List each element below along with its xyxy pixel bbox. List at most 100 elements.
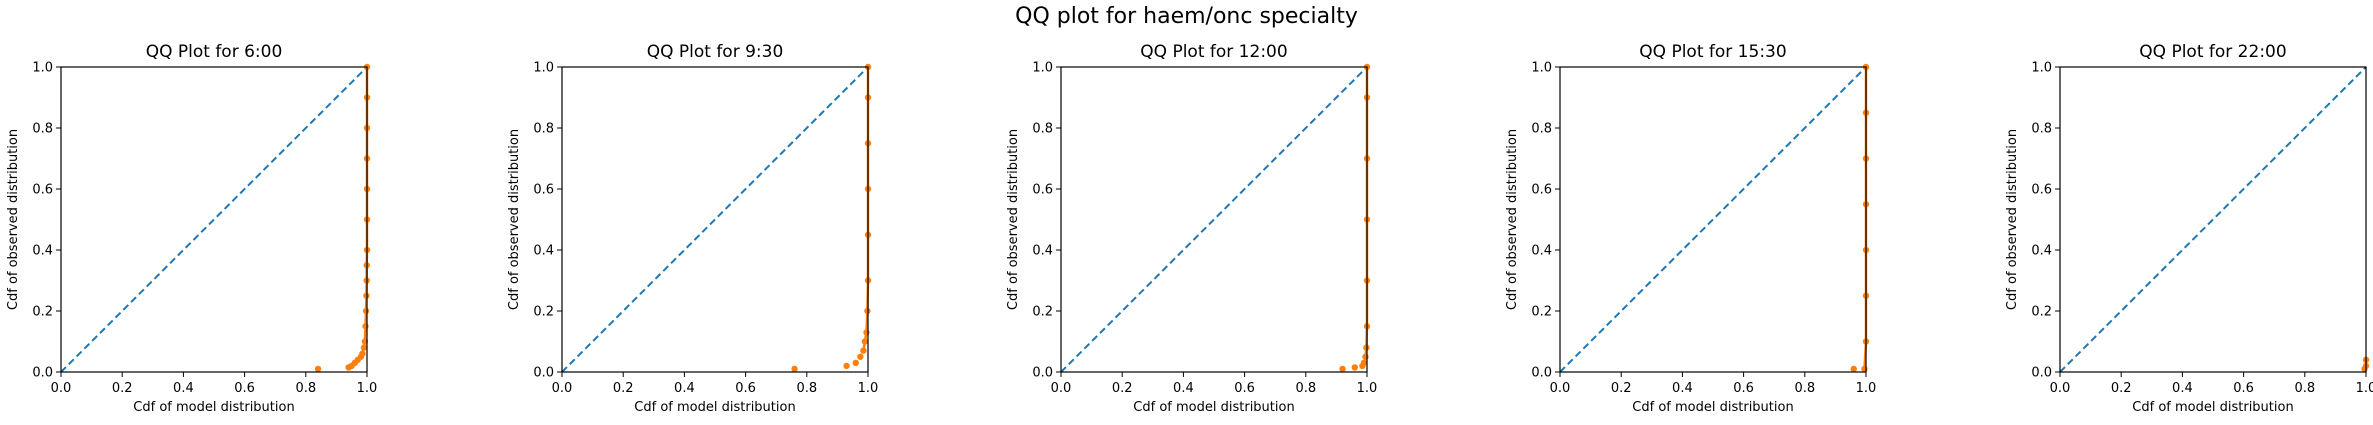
observed-point [857,353,864,360]
y-tick-label: 0.8 [32,122,53,137]
observed-point [363,292,370,299]
subplot-title: QQ Plot for 9:30 [647,42,784,62]
x-tick-label: 0.0 [1550,381,1571,396]
observed-point [861,338,869,345]
x-axis-label: Cdf of model distribution [133,400,294,415]
x-axis-label: Cdf of model distribution [1632,400,1793,415]
subplot-title: QQ Plot for 12:00 [1140,42,1287,62]
observed-point [314,365,322,373]
y-tick-label: 0.2 [1032,305,1053,320]
observed-point [843,362,850,370]
observed-point [1363,344,1370,351]
x-tick-label: 1.0 [1856,381,1877,396]
x-tick-label: 0.8 [1794,381,1815,396]
y-axis-label: Cdf of observed distribution [2005,129,2020,310]
y-tick-label: 0.0 [1531,366,1552,381]
y-tick-label: 0.2 [1531,305,1552,320]
y-tick-label: 0.6 [1032,183,1053,198]
observed-point [362,307,370,315]
x-tick-label: 0.0 [51,381,72,396]
y-tick-label: 1.0 [2031,61,2052,76]
y-tick-label: 0.4 [533,244,554,259]
observed-point [359,350,366,357]
observed-series [791,63,872,373]
y-tick-label: 0.6 [1531,183,1552,198]
observed-series [314,63,371,373]
observed-point [860,347,867,354]
y-tick-label: 0.0 [2031,366,2052,381]
y-tick-label: 1.0 [32,61,53,76]
x-axis-label: Cdf of model distribution [634,400,795,415]
x-tick-label: 0.8 [2294,381,2315,396]
y-axis-label: Cdf of observed distribution [6,129,21,310]
x-tick-label: 0.0 [2050,381,2071,396]
x-tick-label: 0.6 [1234,381,1255,396]
y-tick-label: 0.8 [2031,122,2052,137]
y-tick-label: 0.0 [533,366,554,381]
x-axis-label: Cdf of model distribution [1133,400,1294,415]
observed-point [1850,365,1857,373]
x-tick-label: 0.8 [1295,381,1316,396]
observed-point [1339,365,1346,373]
y-tick-label: 0.8 [533,122,554,137]
x-tick-label: 0.4 [1173,381,1194,396]
subplot-title: QQ Plot for 15:30 [1639,42,1786,62]
axes-frame [60,66,368,373]
y-tick-label: 0.4 [2031,244,2052,259]
y-tick-label: 0.0 [32,366,53,381]
subplot-title: QQ Plot for 6:00 [146,42,283,62]
x-tick-label: 0.8 [295,381,316,396]
y-tick-label: 0.6 [32,183,53,198]
qq-subplot-3: QQ Plot for 12:00 0.0 0.2 0.4 0.6 0.8 1.0 0.0 0.… [1006,42,1377,415]
y-tick-label: 0.2 [533,305,554,320]
y-tick-label: 1.0 [1032,61,1053,76]
observed-point [362,323,369,330]
reference-line [1060,66,1368,373]
qq-subplot-1: QQ Plot for 6:00 0.0 0.2 0.4 0.6 0.8 1.0 0.0 0.2… [6,42,377,415]
y-tick-label: 1.0 [1531,61,1552,76]
figure-title: QQ plot for haem/onc specialty [1015,4,1358,29]
y-tick-label: 0.4 [1032,244,1053,259]
x-tick-label: 0.6 [2233,381,2254,396]
axes-frame [1559,66,1867,373]
observed-point [852,359,859,367]
x-tick-label: 0.2 [1611,381,1632,396]
x-tick-label: 1.0 [357,381,378,396]
subplot-title: QQ Plot for 22:00 [2139,42,2286,62]
x-tick-label: 0.6 [1733,381,1754,396]
qq-subplot-5: QQ Plot for 22:00 0.0 0.2 0.4 0.6 0.8 1.0 0.0 0.… [2005,42,2373,415]
x-tick-label: 0.8 [796,381,817,396]
reference-line [60,66,368,373]
x-tick-label: 1.0 [2356,381,2373,396]
x-tick-label: 0.0 [1051,381,1072,396]
y-tick-label: 0.2 [32,305,53,320]
x-tick-label: 0.2 [613,381,634,396]
x-tick-label: 0.2 [2111,381,2132,396]
y-tick-label: 1.0 [533,61,554,76]
x-tick-label: 0.2 [112,381,133,396]
x-tick-label: 0.4 [2172,381,2193,396]
observed-point [1861,365,1868,373]
reference-line [1559,66,1867,373]
x-tick-label: 1.0 [1357,381,1378,396]
x-axis-label: Cdf of model distribution [2132,400,2293,415]
observed-series [1339,63,1371,373]
reference-line [2059,66,2367,373]
qq-subplot-4: QQ Plot for 15:30 0.0 0.2 0.4 0.6 0.8 1.0 0.0 0.… [1505,42,1876,415]
y-tick-label: 0.4 [32,244,53,259]
y-tick-label: 0.2 [2031,305,2052,320]
x-tick-label: 0.4 [173,381,194,396]
observed-point [863,329,870,336]
observed-point [864,307,871,315]
y-axis-label: Cdf of observed distribution [507,129,522,310]
y-tick-label: 0.0 [1032,366,1053,381]
y-axis-label: Cdf of observed distribution [1006,129,1021,310]
observed-point [791,365,798,373]
x-tick-label: 0.4 [1672,381,1693,396]
y-tick-label: 0.6 [2031,183,2052,198]
axes-frame [2059,66,2367,373]
observed-series [2361,356,2370,373]
y-tick-label: 0.8 [1531,122,1552,137]
x-tick-label: 0.6 [735,381,756,396]
axes-frame [561,66,869,373]
